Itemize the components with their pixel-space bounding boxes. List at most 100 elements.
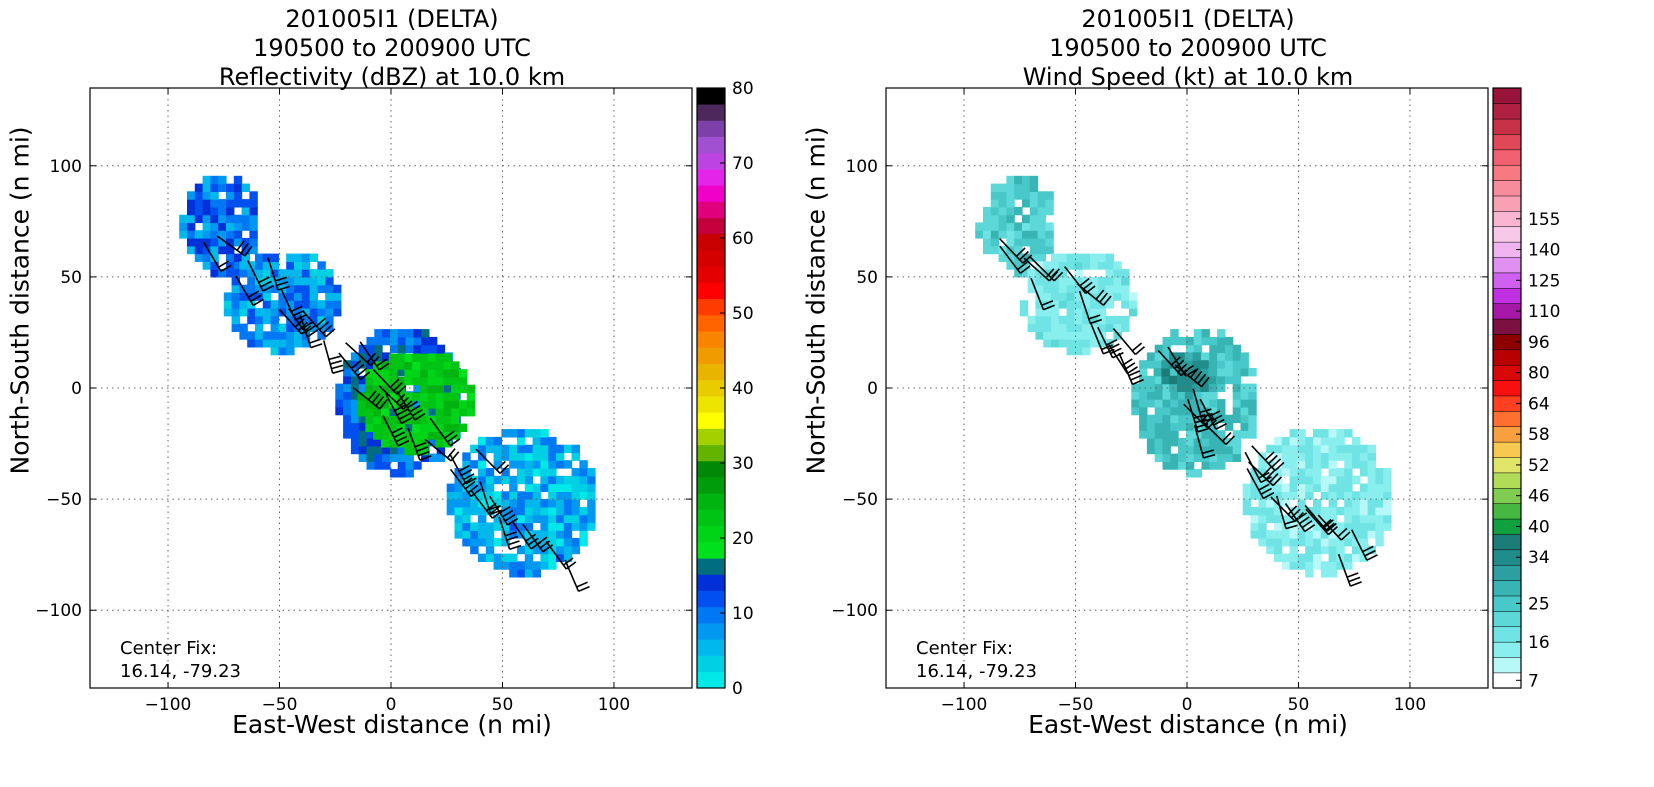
data-cell [1105,300,1114,309]
data-cell [1297,436,1306,446]
data-cell [524,514,534,524]
data-cell [301,284,311,294]
data-cell [501,538,510,547]
data-cell [1208,368,1217,377]
data-cell [241,214,250,224]
data-cell [563,538,573,547]
data-cell [1352,530,1361,539]
data-cell [1258,538,1267,547]
data-cell [478,491,487,500]
wind-barb [1199,398,1227,430]
data-cell [571,538,580,547]
data-cell [524,444,534,454]
data-cell [975,230,984,239]
data-cell [412,361,421,370]
data-cell [1313,530,1322,539]
data-cell [1224,445,1234,455]
data-cell [1217,406,1226,416]
data-cell [1209,352,1218,361]
data-cell [1359,460,1369,469]
data-cell [262,339,272,348]
data-cell [1383,499,1392,508]
data-cell [509,452,518,461]
data-cell [509,522,518,531]
data-cell [1058,269,1068,278]
data-cell [1006,261,1015,270]
y-tick-label: 50 [60,268,82,288]
data-cell [420,415,429,425]
data-cell [1217,399,1226,408]
y-tick-label: 100 [50,157,82,177]
data-cell [1250,483,1259,492]
data-cell [524,569,534,578]
data-cell [1367,545,1376,555]
data-cell [1336,452,1345,461]
data-cell [524,530,534,539]
colorbar-segment [697,185,725,202]
data-cell [509,506,518,516]
data-cell [1193,469,1203,478]
data-cell [1320,514,1330,524]
data-cell [1289,545,1298,555]
data-cell [382,336,391,346]
data-cell [470,530,479,539]
data-cell [1359,538,1369,547]
data-cell [286,253,295,262]
data-cell [241,206,250,216]
data-cell [249,191,258,200]
reflectivity-plot: −100 −50 0 50 100−100−5005010001020304050607… [35,79,753,715]
data-cell [325,308,334,317]
data-cell [241,222,250,231]
data-cell [443,400,452,409]
data-cell [435,361,444,370]
wind-barb [235,275,265,307]
data-cell [294,331,303,340]
data-cell [1154,391,1164,400]
data-cell [294,261,303,270]
data-cell [1208,375,1217,385]
data-cell [509,491,518,500]
data-cell [241,183,250,192]
data-cell [301,300,311,309]
data-cell [1320,436,1330,446]
data-cell [412,415,421,425]
wind-barb [448,453,477,485]
data-cell [210,175,219,185]
data-cell [1162,406,1171,416]
data-cell [1170,461,1179,470]
data-cell [1359,522,1369,531]
data-cell [1192,360,1201,369]
data-cell [350,406,360,416]
data-cell [1250,522,1259,531]
data-cell [571,522,580,531]
data-cell [1090,261,1099,270]
data-cell [255,261,264,270]
data-cell [239,331,248,340]
data-cell [1232,399,1242,408]
data-cell [262,331,272,340]
data-cell [524,468,534,477]
data-cell [194,245,204,255]
data-cell [443,353,452,362]
data-cell [1383,483,1392,492]
data-cell [459,376,468,386]
data-cell [1035,292,1044,301]
data-cell [1201,399,1210,408]
data-cell [1154,399,1164,408]
data-cell [1217,430,1226,439]
data-cell [454,491,463,500]
data-cell [1037,230,1046,239]
data-cell [278,269,287,278]
wind-barb [1201,420,1235,446]
data-cell [270,300,279,309]
x-tick-label: 0 [1182,695,1193,715]
data-cell [1313,506,1322,516]
data-cell [1232,368,1242,377]
data-cell [501,499,510,508]
data-cell [443,392,452,401]
data-cell [501,452,510,461]
data-cell [381,423,390,432]
data-cell [485,499,495,508]
data-cell [1209,430,1218,439]
